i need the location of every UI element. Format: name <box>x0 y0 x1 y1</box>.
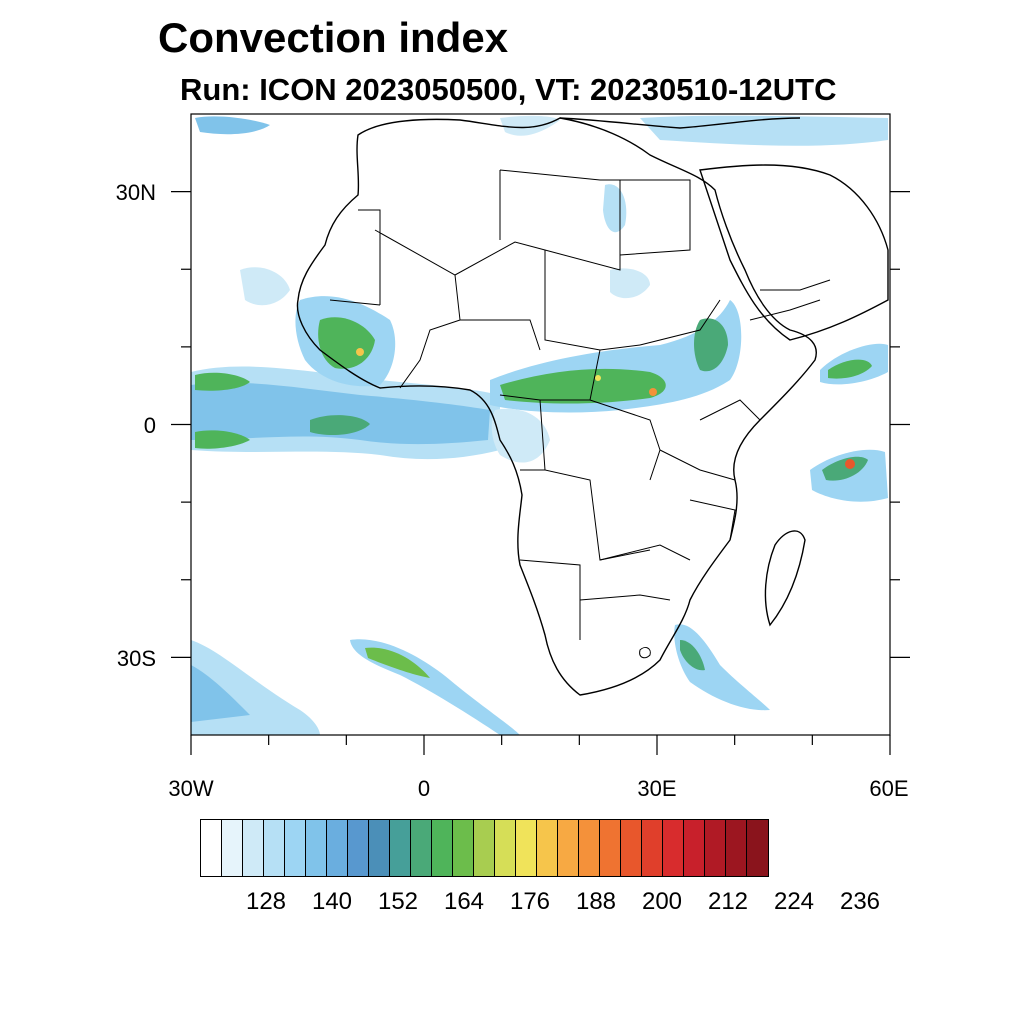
country-borders <box>329 169 831 659</box>
arabia-coastline <box>699 164 889 341</box>
colorbar-box <box>285 820 306 876</box>
lat-tick-label: 30S <box>116 646 156 671</box>
colorbar-box <box>663 820 684 876</box>
colorbar <box>200 819 769 877</box>
colorbar-label: 176 <box>509 888 551 915</box>
colorbar-box <box>558 820 579 876</box>
convection-area <box>500 115 560 136</box>
convection-area <box>310 415 370 436</box>
convection-area <box>694 318 728 372</box>
colorbar-box <box>600 820 621 876</box>
colorbar-box <box>243 820 264 876</box>
colorbar-box <box>705 820 726 876</box>
colorbar-box <box>684 820 705 876</box>
colorbar-box <box>474 820 495 876</box>
convection-area <box>610 268 650 299</box>
lon-tick-label: 30W <box>168 776 214 801</box>
chart-title: Convection index <box>158 14 509 61</box>
border-line <box>499 169 691 256</box>
border-line <box>399 250 641 389</box>
colorbar-label: 200 <box>641 888 683 915</box>
colorbar-label: 236 <box>839 888 881 915</box>
madagascar-coastline <box>764 530 806 627</box>
colorbar-box <box>621 820 642 876</box>
colorbar-label: 152 <box>377 888 419 915</box>
convection-core <box>595 375 601 381</box>
colorbar-box <box>222 820 243 876</box>
colorbar-label: 224 <box>773 888 815 915</box>
border-line <box>749 279 831 321</box>
lat-tick-label: 0 <box>143 413 156 438</box>
mediterranean-coastline <box>559 117 801 129</box>
colorbar-box <box>495 820 516 876</box>
colorbar-box <box>432 820 453 876</box>
lon-tick-label: 30E <box>637 776 677 801</box>
convection-area <box>640 115 888 146</box>
africa-coastline <box>296 117 817 696</box>
colorbar-box <box>642 820 663 876</box>
convection-area <box>822 456 868 481</box>
convection-area <box>674 624 770 711</box>
convection-area <box>191 382 490 445</box>
border-line <box>659 399 761 541</box>
colorbar-box <box>579 820 600 876</box>
convection-area <box>240 267 290 306</box>
colorbar-box <box>747 820 768 876</box>
convection-area <box>365 647 430 678</box>
colorbar-box <box>516 820 537 876</box>
colorbar-box <box>411 820 432 876</box>
convection-area <box>500 368 666 404</box>
colorbar-label: 164 <box>443 888 485 915</box>
convection-core <box>356 348 364 356</box>
convection-area <box>195 116 270 135</box>
convection-core <box>845 459 855 469</box>
colorbar-box <box>726 820 747 876</box>
border-line <box>589 299 721 481</box>
convection-area <box>680 640 705 671</box>
colorbar-label: 140 <box>311 888 353 915</box>
colorbar-box <box>390 820 411 876</box>
convection-area <box>195 372 250 391</box>
axis-ticks <box>171 191 910 755</box>
chart-subtitle: Run: ICON 2023050500, VT: 20230510-12UTC <box>180 72 837 107</box>
border-line <box>519 544 691 640</box>
colorbar-label: 128 <box>245 888 287 915</box>
colorbar-label: 212 <box>707 888 749 915</box>
coastlines <box>296 117 889 696</box>
colorbar-box <box>348 820 369 876</box>
colorbar-box <box>453 820 474 876</box>
colorbar-box <box>306 820 327 876</box>
colorbar-box <box>201 820 222 876</box>
convection-area <box>828 359 872 379</box>
convection-area <box>195 430 250 449</box>
colorbar-box <box>369 820 390 876</box>
colorbar-box <box>327 820 348 876</box>
lon-tick-label: 60E <box>869 776 909 801</box>
convection-core <box>649 388 657 396</box>
colorbar-label: 188 <box>575 888 617 915</box>
colorbar-box <box>537 820 558 876</box>
lat-tick-label: 30N <box>115 180 156 205</box>
border-line <box>499 394 651 561</box>
colorbar-box <box>264 820 285 876</box>
lon-tick-label: 0 <box>417 776 431 801</box>
convection-field <box>191 115 888 735</box>
border-line <box>639 647 651 659</box>
convection-area <box>191 665 250 722</box>
